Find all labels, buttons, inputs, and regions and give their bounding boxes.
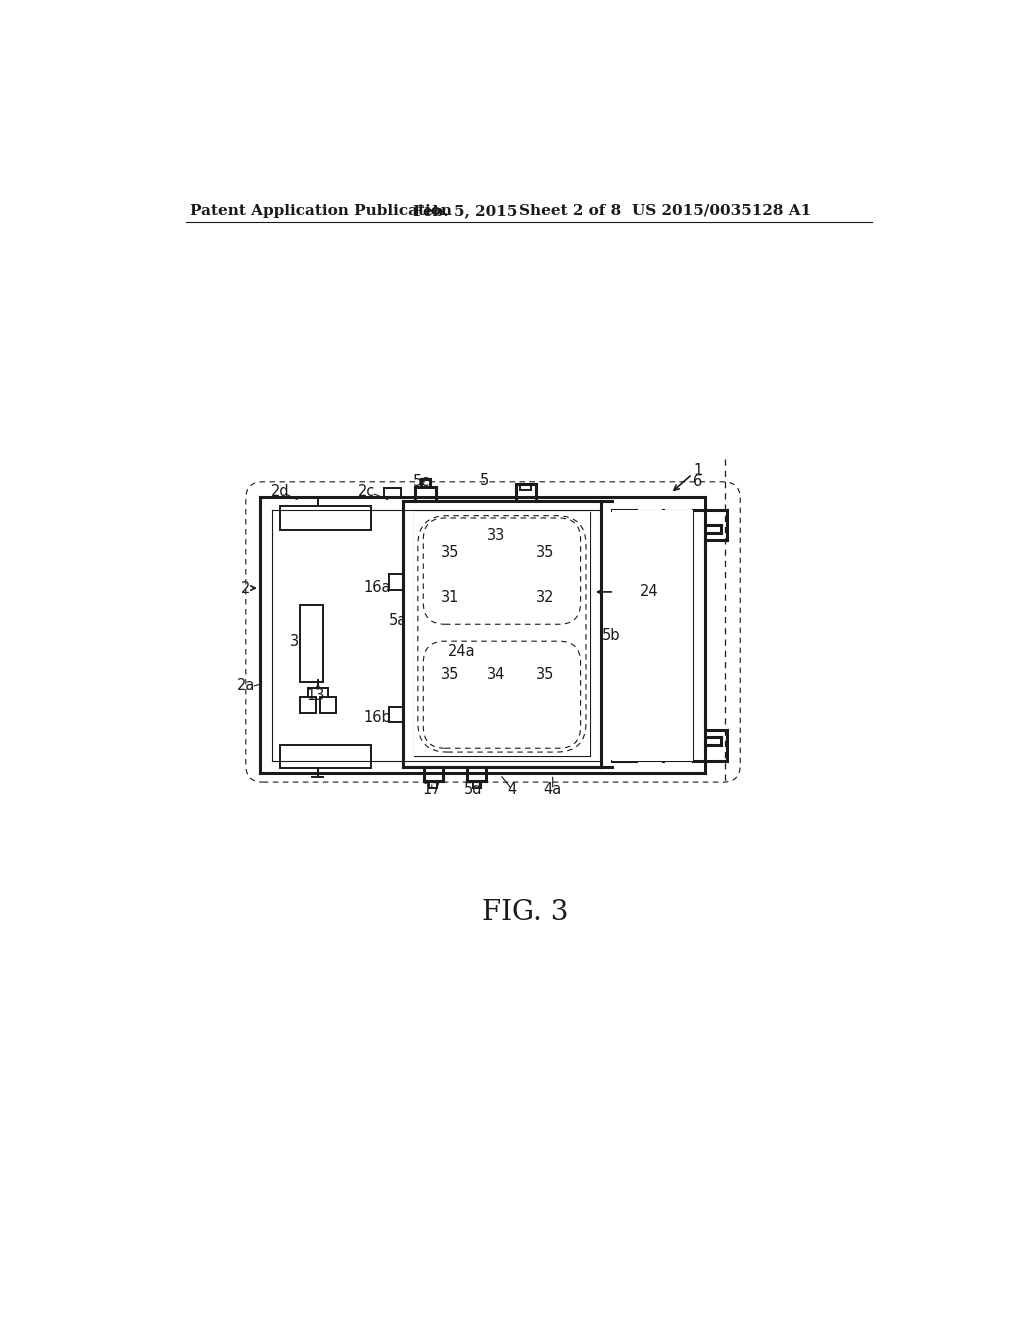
Text: 32: 32 — [536, 590, 554, 605]
Text: 5: 5 — [480, 473, 489, 488]
Text: 35: 35 — [536, 545, 554, 560]
Text: Feb. 5, 2015: Feb. 5, 2015 — [414, 203, 517, 218]
Bar — [663, 510, 693, 760]
FancyBboxPatch shape — [246, 482, 740, 781]
Text: 17: 17 — [423, 783, 441, 797]
Text: US 2015/0035128 A1: US 2015/0035128 A1 — [632, 203, 811, 218]
Text: 24a: 24a — [447, 644, 475, 659]
Text: 16b: 16b — [364, 710, 391, 725]
Text: 2d: 2d — [271, 483, 290, 499]
Bar — [300, 697, 315, 713]
Bar — [280, 744, 372, 768]
Text: 35: 35 — [536, 667, 554, 682]
Text: 31: 31 — [440, 590, 459, 605]
Text: 4a: 4a — [544, 783, 562, 797]
Text: 35: 35 — [440, 545, 459, 560]
Text: 5d: 5d — [464, 783, 482, 797]
Text: 2c: 2c — [358, 483, 376, 499]
Text: 34: 34 — [487, 667, 505, 682]
Text: 2: 2 — [241, 581, 251, 595]
Text: 16a: 16a — [364, 579, 391, 595]
Text: 24: 24 — [639, 585, 658, 599]
Text: 3: 3 — [290, 635, 299, 649]
Bar — [612, 510, 693, 760]
Text: 5a: 5a — [388, 612, 407, 628]
Text: 1: 1 — [693, 463, 702, 478]
Bar — [280, 507, 372, 529]
Bar — [612, 510, 636, 536]
Bar — [612, 734, 636, 760]
Text: 4: 4 — [508, 783, 517, 797]
Text: 33: 33 — [487, 528, 505, 544]
Text: Sheet 2 of 8: Sheet 2 of 8 — [519, 203, 622, 218]
Bar — [321, 697, 336, 713]
Text: 2a: 2a — [237, 678, 255, 693]
Text: 5c: 5c — [413, 474, 430, 490]
Bar — [414, 512, 590, 756]
Bar — [300, 605, 324, 682]
Text: 13: 13 — [306, 688, 325, 704]
Text: 5b: 5b — [601, 628, 621, 643]
Text: 6: 6 — [693, 474, 702, 490]
Text: Patent Application Publication: Patent Application Publication — [190, 203, 452, 218]
Text: 35: 35 — [440, 667, 459, 682]
Text: FIG. 3: FIG. 3 — [481, 899, 568, 927]
